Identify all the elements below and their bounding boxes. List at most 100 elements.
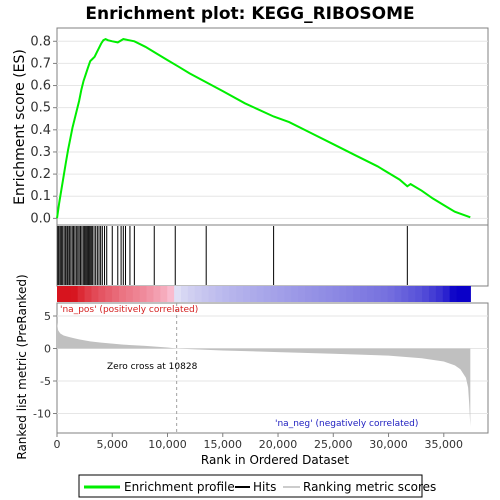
- es-tick-label: 0.2: [30, 167, 51, 182]
- es-axis-title: Enrichment score (ES): [12, 49, 28, 205]
- heatbar-segment: [180, 286, 189, 302]
- es-tick-label: 0.1: [30, 189, 51, 204]
- x-tick-label: 25,000: [314, 438, 353, 451]
- heatbar-segment: [236, 286, 244, 302]
- legend-box: [78, 474, 423, 498]
- es-axis-ticks: 0.0 0.1 0.2 0.3 0.4 0.5 0.6 0.7 0.8: [30, 34, 57, 226]
- heatbar-segment: [105, 286, 113, 302]
- heatbar-segment: [132, 286, 141, 302]
- heatbar-segment: [311, 286, 320, 302]
- heatbar-segment: [463, 286, 471, 302]
- rank-heatmap-bar: [57, 286, 471, 302]
- enrichment-profile-polyline: [56, 37, 471, 219]
- heatbar-segment: [153, 286, 161, 302]
- heatbar-segment: [394, 286, 403, 302]
- heatbar-segment: [215, 286, 223, 302]
- metric-area-path: [57, 322, 471, 427]
- x-axis-title: Rank in Ordered Dataset: [201, 453, 349, 467]
- heatbar-segment: [57, 286, 65, 302]
- heatbar-segment: [428, 286, 437, 302]
- es-tick-label: 0.4: [30, 123, 51, 138]
- heatbar-segment: [298, 286, 306, 302]
- heatbar-segment: [277, 286, 285, 302]
- es-tick-label: 0.8: [30, 34, 51, 49]
- heatbar-segment: [442, 286, 451, 302]
- heatbar-segment: [339, 286, 347, 302]
- heatbar-segment: [325, 286, 334, 302]
- metric-tick-label: 0: [44, 343, 51, 356]
- x-tick-label: 5,000: [97, 438, 129, 451]
- heatbar-segment: [118, 286, 127, 302]
- heatbar-segment: [91, 286, 99, 302]
- ranked-metric-area: [57, 322, 471, 427]
- heatbar-segment: [174, 286, 182, 302]
- neg-correlated-label: 'na_neg' (negatively correlated): [275, 419, 418, 429]
- hits-panel: [56, 224, 489, 287]
- heatbar-segment: [332, 286, 341, 302]
- pos-correlated-label: 'na_pos' (positively correlated): [60, 305, 198, 315]
- heatbar-segment: [380, 286, 389, 302]
- metric-axis-title: Ranked list metric (PreRanked): [15, 274, 29, 459]
- heatbar-segment: [401, 286, 409, 302]
- heatbar-segment: [346, 286, 354, 302]
- heatbar-segment: [98, 286, 106, 302]
- metric-axis-ticks: 5 0 -5 -10: [33, 310, 57, 421]
- es-tick-label: 0.3: [30, 145, 51, 160]
- es-tick-label: 0.5: [30, 101, 51, 116]
- heatbar-segment: [284, 286, 292, 302]
- es-tick-label: 0.7: [30, 56, 51, 71]
- x-axis-ticks: 0 5,000 10,000 15,000 20,000 25,000 30,000 35,0…: [54, 433, 464, 451]
- metric-tick-label: -10: [33, 408, 51, 421]
- heatbar-segment: [194, 286, 203, 302]
- x-tick-label: 0: [54, 438, 61, 451]
- metric-tick-label: 5: [44, 310, 51, 323]
- zero-cross-label: Zero cross at 10828: [107, 362, 198, 372]
- heatbar-segment: [256, 286, 265, 302]
- heatbar-segment: [360, 286, 368, 302]
- heatbar-segment: [449, 286, 458, 302]
- heatbar-segment: [353, 286, 361, 302]
- heatbar-segment: [366, 286, 375, 302]
- hit-marks: [57, 226, 408, 285]
- x-tick-label: 20,000: [259, 438, 298, 451]
- heatbar-segment: [77, 286, 86, 302]
- x-tick-label: 35,000: [425, 438, 464, 451]
- legend-profile-label: Enrichment profile: [124, 480, 235, 494]
- heatbar-segment: [222, 286, 230, 302]
- heatbar-segment: [70, 286, 79, 302]
- heatbar-segment: [242, 286, 251, 302]
- heatbar-segment: [318, 286, 327, 302]
- heatbar-segment: [387, 286, 396, 302]
- heatbar-segment: [408, 286, 416, 302]
- heatbar-segment: [249, 286, 258, 302]
- es-tick-label: 0.0: [30, 211, 51, 226]
- x-tick-label: 10,000: [148, 438, 187, 451]
- heatbar-segment: [208, 286, 217, 302]
- heatbar-segment: [112, 286, 120, 302]
- heatbar-segment: [304, 286, 313, 302]
- heatbar-segment: [291, 286, 299, 302]
- heatbar-segment: [201, 286, 210, 302]
- heatbar-segment: [373, 286, 382, 302]
- heatbar-segment: [229, 286, 237, 302]
- heatbar-segment: [456, 286, 465, 302]
- metric-panel: [56, 302, 489, 434]
- x-tick-label: 15,000: [204, 438, 243, 451]
- enrichment-profile-line: [56, 37, 471, 219]
- heatbar-segment: [146, 286, 155, 302]
- heatbar-segment: [263, 286, 272, 302]
- heatbar-segment: [187, 286, 196, 302]
- es-gridlines: [57, 40, 488, 219]
- legend-metric-label: Ranking metric scores: [303, 480, 436, 494]
- heatbar-segment: [422, 286, 430, 302]
- legend-hits-label: Hits: [253, 480, 276, 494]
- metric-tick-label: -5: [40, 375, 51, 388]
- heatbar-segment: [270, 286, 279, 302]
- es-tick-label: 0.6: [30, 79, 51, 94]
- es-panel: [56, 27, 489, 226]
- heatbar-segment: [167, 286, 175, 302]
- x-tick-label: 30,000: [369, 438, 408, 451]
- heatbar-segment: [63, 286, 72, 302]
- heatbar-segment: [84, 286, 93, 302]
